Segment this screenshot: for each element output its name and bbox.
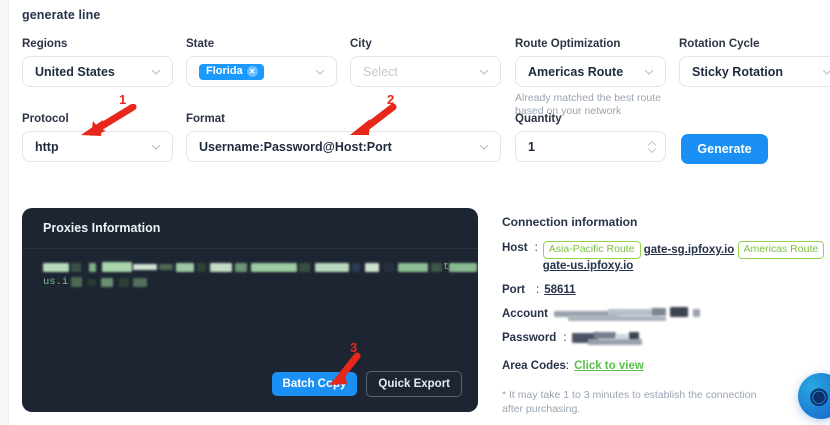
chevron-down-icon: [643, 66, 655, 78]
password-label: Password: [502, 332, 557, 344]
connection-title: Connection information: [502, 215, 638, 229]
route-hint: Already matched the best route based on …: [515, 92, 661, 117]
port-value[interactable]: 58611: [544, 284, 576, 296]
proxies-information-card: Proxies Information: [22, 208, 478, 412]
city-select[interactable]: Select: [350, 56, 501, 87]
city-placeholder: Select: [363, 64, 398, 79]
host-sg-link[interactable]: gate-sg.ipfoxy.io: [643, 244, 735, 256]
host-row: Host : Asia-Pacific Route gate-sg.ipfoxy…: [502, 241, 830, 274]
port-label: Port: [502, 284, 525, 296]
annotation-number-2: 2: [387, 92, 395, 107]
field-regions: Regions United States: [22, 38, 173, 87]
batch-copy-button[interactable]: Batch Copy: [271, 372, 358, 396]
rotation-label: Rotation Cycle: [679, 38, 760, 50]
state-tag-florida[interactable]: Florida ✕: [199, 64, 264, 80]
port-row: Port : 58611: [502, 283, 830, 298]
state-label: State: [186, 38, 215, 50]
account-label: Account: [502, 308, 548, 320]
chevron-down-icon: [478, 141, 490, 153]
left-edge-strip: [0, 0, 9, 425]
proxy-tail-text-1: te-: [443, 261, 462, 273]
field-rotation-cycle: Rotation Cycle Sticky Rotation: [679, 38, 830, 87]
proxy-tail-text-2: us.i: [43, 276, 69, 288]
password-row: Password :: [502, 331, 830, 346]
city-label: City: [350, 38, 372, 50]
badge-americas-route: Americas Route: [737, 241, 825, 259]
proxy-redacted-line-1: te-: [43, 260, 477, 275]
page-title: generate line: [22, 8, 101, 22]
chevron-down-icon: [150, 66, 162, 78]
rotation-select[interactable]: Sticky Rotation: [679, 56, 830, 87]
field-protocol: Protocol http: [22, 113, 173, 162]
host-us-link[interactable]: gate-us.ipfoxy.io: [542, 260, 634, 272]
format-label: Format: [186, 113, 225, 125]
field-format: Format Username:Password@Host:Port: [186, 113, 501, 162]
proxies-card-title: Proxies Information: [22, 208, 478, 249]
format-select[interactable]: Username:Password@Host:Port: [186, 131, 501, 162]
generate-button[interactable]: Generate: [681, 134, 768, 164]
chevron-up-icon: [647, 140, 657, 146]
host-colon: :: [534, 242, 538, 254]
state-tag-label: Florida: [206, 65, 243, 77]
route-label: Route Optimization: [515, 38, 621, 50]
field-city: City Select: [350, 38, 501, 87]
close-icon[interactable]: ✕: [246, 66, 258, 77]
chevron-down-icon: [647, 147, 657, 153]
generate-line-page: generate line Regions United States Stat…: [9, 0, 830, 425]
account-redacted-value: [548, 307, 830, 321]
badge-asia-pacific-route: Asia-Pacific Route: [542, 241, 641, 259]
quick-export-button[interactable]: Quick Export: [366, 371, 462, 397]
chevron-down-icon: [821, 66, 830, 78]
chevron-down-icon: [150, 141, 162, 153]
route-value: Americas Route: [528, 64, 624, 79]
port-colon: :: [536, 284, 540, 296]
regions-select[interactable]: United States: [22, 56, 173, 87]
chat-support-icon[interactable]: ◉: [798, 373, 830, 419]
protocol-value: http: [35, 139, 59, 154]
quantity-stepper[interactable]: [647, 140, 657, 153]
state-select[interactable]: Florida ✕: [186, 56, 337, 87]
format-value: Username:Password@Host:Port: [199, 139, 392, 154]
proxies-list[interactable]: te- us.i: [43, 260, 477, 320]
password-redacted-value: [571, 331, 830, 345]
route-select[interactable]: Americas Route: [515, 56, 666, 87]
protocol-select[interactable]: http: [22, 131, 173, 162]
field-route-optimization: Route Optimization Americas Route: [515, 38, 666, 87]
connection-footnote: * It may take 1 to 3 minutes to establis…: [502, 389, 757, 415]
quantity-label: Quantity: [515, 113, 562, 125]
regions-value: United States: [35, 64, 115, 79]
field-quantity: Quantity 1: [515, 113, 666, 162]
password-colon: :: [563, 332, 567, 344]
area-codes-row: Area Codes : Click to view: [502, 359, 830, 374]
state-value: Florida ✕: [199, 63, 308, 80]
quantity-value: 1: [528, 139, 535, 154]
proxy-redacted-line-2: us.i: [43, 275, 462, 290]
annotation-number-3: 3: [350, 340, 358, 355]
connection-information: Connection information Host : Asia-Pacif…: [502, 215, 830, 416]
chat-support-glyph: ◉: [809, 383, 829, 408]
quantity-input[interactable]: 1: [515, 131, 666, 162]
protocol-label: Protocol: [22, 113, 69, 125]
area-codes-link[interactable]: Click to view: [574, 360, 644, 372]
regions-label: Regions: [22, 38, 68, 50]
proxies-card-actions: Batch Copy Quick Export: [271, 371, 462, 397]
area-codes-colon: :: [565, 360, 570, 372]
chevron-down-icon: [314, 66, 326, 78]
area-codes-label: Area Codes: [502, 360, 566, 372]
field-state: State Florida ✕: [186, 38, 337, 87]
account-row: Account: [502, 307, 830, 322]
host-label: Host: [502, 242, 528, 254]
rotation-value: Sticky Rotation: [692, 64, 783, 79]
host-values: Asia-Pacific Route gate-sg.ipfoxy.io Ame…: [542, 241, 830, 274]
annotation-number-1: 1: [119, 92, 127, 107]
chevron-down-icon: [478, 66, 490, 78]
